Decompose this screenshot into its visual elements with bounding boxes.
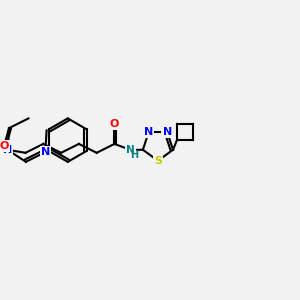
Text: N: N: [126, 145, 135, 155]
Text: N: N: [144, 127, 153, 137]
Text: S: S: [154, 156, 162, 166]
Text: H: H: [130, 150, 138, 160]
Text: N: N: [41, 147, 50, 157]
Text: O: O: [0, 141, 9, 151]
Text: O: O: [110, 119, 119, 129]
Text: N: N: [163, 127, 172, 137]
Text: N: N: [3, 145, 12, 155]
